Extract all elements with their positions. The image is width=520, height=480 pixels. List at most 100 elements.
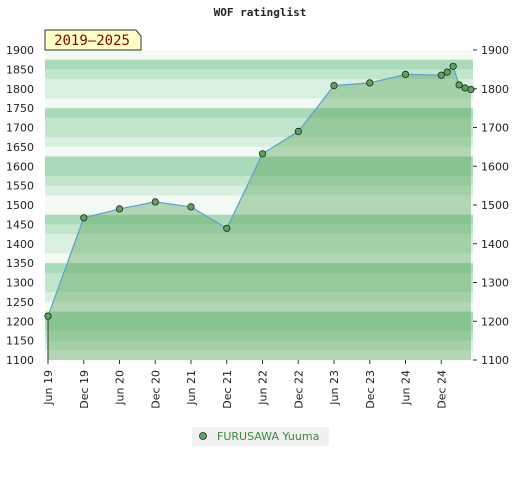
background-band <box>45 185 473 196</box>
background-band <box>45 224 473 235</box>
data-point <box>330 82 338 90</box>
background-band <box>45 350 473 360</box>
y-tick-label-left: 1850 <box>6 63 34 76</box>
data-point <box>366 79 374 87</box>
data-point <box>258 150 267 158</box>
background-band <box>45 272 473 283</box>
point-layer <box>44 62 475 320</box>
x-tick-label: Dec 23 <box>364 370 377 409</box>
y-tick-label-left: 1250 <box>6 296 34 309</box>
y-tick-label-left: 1350 <box>6 257 34 270</box>
y-tick-label-left: 1300 <box>6 277 34 290</box>
y-axis-left: 1100 1150 1200 1250 1300 1350 1400 1450 1500 1550… <box>6 44 34 367</box>
data-point <box>294 127 302 135</box>
y-tick-label-right: 1300 <box>481 277 509 290</box>
background-band <box>45 127 473 138</box>
background-band <box>45 214 473 225</box>
area-layer <box>48 66 471 360</box>
background-band <box>45 205 473 216</box>
x-tick-label: Jun 22 <box>257 370 270 406</box>
x-tick-label: Dec 20 <box>149 370 162 409</box>
background-band <box>45 311 473 322</box>
y-axis-right: 1100 1200 1300 1400 1500 1600 1700 1800 1900 <box>473 44 509 367</box>
x-axis: Jun 19 Dec 19 Jun 20 Dec 20 Jun 21 Dec 21 Jun … <box>42 360 448 409</box>
background-band <box>45 50 473 61</box>
data-point <box>467 85 475 94</box>
y-tick-label-left: 1500 <box>6 199 34 212</box>
y-tick-label-left: 1750 <box>6 102 34 115</box>
background-band <box>45 263 473 274</box>
data-point <box>115 205 124 213</box>
y-tick-label-right: 1800 <box>481 83 509 96</box>
background-band <box>45 175 473 187</box>
data-point <box>401 70 410 79</box>
legend-marker <box>199 432 207 440</box>
y-tick-label-right: 1600 <box>481 160 509 173</box>
y-tick-label-right: 1700 <box>481 122 509 135</box>
x-tick-label: Dec 19 <box>78 370 91 409</box>
data-point <box>449 62 457 70</box>
data-point <box>44 312 52 320</box>
background-band <box>45 98 473 109</box>
y-tick-label-left: 1600 <box>6 160 34 173</box>
background-band <box>45 253 473 264</box>
background-band <box>45 195 473 206</box>
y-tick-label-left: 1400 <box>6 238 34 251</box>
chart-title: WOF ratinglist <box>214 6 307 19</box>
y-tick-label-right: 1400 <box>481 238 509 251</box>
legend-label: FURUSAWA Yuuma <box>217 430 319 443</box>
data-point <box>80 214 88 222</box>
background-band <box>45 282 473 293</box>
background-band <box>45 79 473 90</box>
x-tick-label: Dec 24 <box>435 370 448 409</box>
y-tick-label-left: 1550 <box>6 180 34 193</box>
y-tick-label-left: 1100 <box>6 354 34 367</box>
y-tick-label-right: 1900 <box>481 44 509 57</box>
y-tick-label-left: 1450 <box>6 218 34 231</box>
background-band <box>45 292 473 303</box>
y-tick-label-left: 1900 <box>6 44 34 57</box>
x-tick-label: Jun 24 <box>400 370 413 406</box>
y-tick-label-right: 1500 <box>481 199 509 212</box>
x-tick-label: Jun 20 <box>114 370 127 406</box>
y-tick-label-left: 1650 <box>6 141 34 154</box>
background-band <box>45 301 473 313</box>
background-band <box>45 88 473 99</box>
data-point <box>455 81 463 89</box>
data-point <box>187 203 195 211</box>
background-band <box>45 117 473 128</box>
y-tick-label-left: 1150 <box>6 335 34 348</box>
x-tick-label: Jun 19 <box>42 370 55 406</box>
data-point <box>223 224 231 232</box>
data-point <box>443 68 451 76</box>
x-tick-label: Dec 22 <box>292 370 305 409</box>
background-band <box>45 330 473 342</box>
legend: FURUSAWA Yuuma <box>192 427 329 446</box>
y-tick-label-right: 1200 <box>481 315 509 328</box>
x-tick-label: Jun 23 <box>328 370 341 406</box>
background-band <box>45 321 473 332</box>
series-area <box>48 66 471 360</box>
background-band <box>45 59 473 70</box>
background-band <box>45 243 473 254</box>
background-band <box>45 166 473 177</box>
y-tick-label-left: 1200 <box>6 315 34 328</box>
y-tick-label-left: 1800 <box>6 83 34 96</box>
background-band <box>45 69 473 80</box>
background-band <box>45 146 473 158</box>
x-tick-label: Dec 21 <box>221 370 234 409</box>
period-badge-text: 2019–2025 <box>54 33 130 49</box>
period-badge: 2019–2025 <box>44 29 142 51</box>
y-tick-label-left: 1700 <box>6 122 34 135</box>
data-point <box>461 84 469 92</box>
y-tick-label-right: 1100 <box>481 354 509 367</box>
background-bands <box>45 50 473 360</box>
background-band <box>45 108 473 119</box>
background-band <box>45 137 473 148</box>
data-point <box>151 198 159 206</box>
background-band <box>45 234 473 245</box>
x-tick-label: Jun 21 <box>185 370 198 406</box>
background-band <box>45 340 473 351</box>
data-point <box>437 71 445 79</box>
